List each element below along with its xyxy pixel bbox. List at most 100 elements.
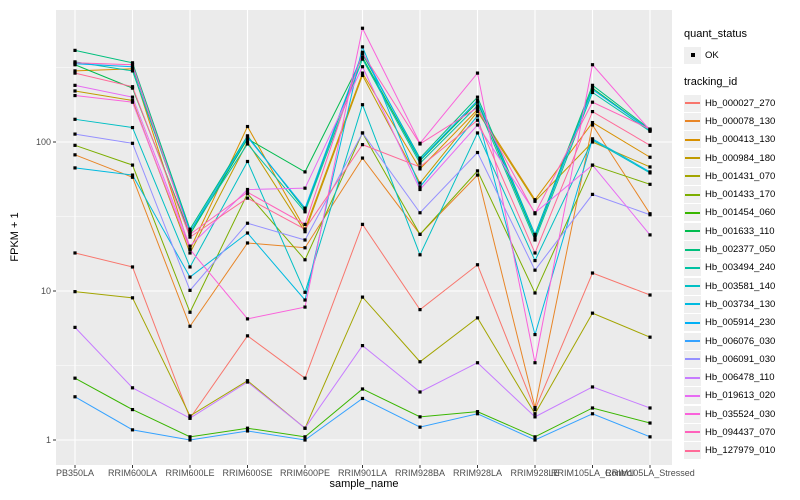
data-point — [648, 170, 652, 174]
data-point — [360, 396, 365, 401]
data-point — [590, 63, 595, 67]
data-point — [188, 310, 192, 314]
data-point — [130, 175, 135, 179]
data-point — [590, 137, 595, 141]
line-key-icon — [684, 241, 701, 259]
legend-item-Hb_003734_130: Hb_003734_130 — [684, 295, 798, 313]
data-point — [418, 232, 422, 236]
data-point — [73, 117, 77, 121]
legend-item-label: Hb_127979_010 — [705, 445, 776, 457]
data-point — [533, 438, 537, 442]
line-key-icon — [684, 405, 701, 423]
data-point — [418, 161, 422, 165]
legend-item-label: Hb_019613_020 — [705, 390, 776, 402]
data-point — [475, 131, 480, 135]
data-point — [73, 48, 77, 52]
data-point — [188, 414, 192, 418]
key-line-glyph — [685, 138, 700, 141]
data-point — [475, 104, 480, 108]
data-point — [303, 298, 307, 302]
data-point — [418, 181, 422, 185]
x-tick-label: RRIM600SE — [222, 468, 273, 478]
key-line-glyph — [685, 102, 700, 105]
data-point — [360, 65, 365, 69]
data-point — [418, 360, 422, 364]
data-point — [533, 235, 537, 239]
key-line-glyph — [685, 413, 700, 416]
data-point — [648, 182, 652, 186]
data-point — [188, 435, 192, 439]
legend-item-label: Hb_035524_030 — [705, 408, 776, 420]
legend-item-Hb_001431_070: Hb_001431_070 — [684, 167, 798, 185]
legend-item-label: Hb_006091_030 — [705, 353, 776, 365]
line-key-icon — [684, 350, 701, 368]
data-point — [533, 251, 537, 255]
data-point — [188, 251, 192, 255]
data-point — [533, 412, 537, 416]
line-key-icon — [684, 186, 701, 204]
legend-item-Hb_005914_230: Hb_005914_230 — [684, 314, 798, 332]
legend-item-label: Hb_000413_130 — [705, 134, 776, 146]
data-point — [188, 230, 192, 234]
data-point — [188, 275, 192, 279]
data-point — [360, 143, 365, 147]
data-point — [418, 390, 422, 394]
data-point — [475, 263, 480, 267]
data-point — [73, 153, 77, 157]
data-point — [73, 93, 77, 98]
data-point — [360, 51, 365, 55]
data-point — [475, 150, 480, 155]
x-tick-label: RRIM928LA — [452, 468, 503, 478]
key-line-glyph — [685, 211, 700, 214]
legend-item-Hb_000984_180: Hb_000984_180 — [684, 149, 798, 167]
legend-item-label: Hb_003734_130 — [705, 298, 776, 310]
data-point — [475, 173, 480, 177]
key-line-glyph — [685, 358, 700, 361]
data-point — [533, 291, 537, 295]
line-key-icon — [684, 149, 701, 167]
key-line-glyph — [685, 285, 700, 288]
data-point — [533, 361, 537, 365]
x-axis-title: sample_name — [329, 478, 399, 490]
data-point — [303, 170, 307, 174]
data-point — [130, 63, 135, 67]
data-point — [360, 71, 365, 75]
data-point — [475, 71, 480, 75]
data-point — [73, 290, 77, 294]
data-point — [590, 109, 595, 114]
line-key-icon — [684, 423, 701, 441]
key-line-glyph — [685, 120, 700, 123]
legend-item-label: Hb_002377_050 — [705, 244, 776, 256]
data-point — [188, 244, 192, 248]
data-point — [533, 332, 537, 337]
data-point — [188, 324, 192, 328]
data-point — [475, 114, 480, 118]
data-point — [130, 407, 135, 412]
y-tick-label: 10 — [40, 286, 51, 296]
data-point — [475, 98, 480, 103]
key-line-glyph — [685, 449, 700, 452]
legend-item-label: Hb_001433_170 — [705, 189, 776, 201]
data-point — [303, 426, 307, 430]
data-point — [245, 124, 250, 129]
data-point — [130, 98, 135, 103]
x-tick-label: RRIM105LA_Control — [550, 468, 635, 478]
legend-item-label: Hb_003581_140 — [705, 280, 776, 292]
key-line-glyph — [685, 303, 700, 306]
key-line-glyph — [685, 340, 700, 342]
data-point — [418, 156, 422, 160]
data-point — [533, 268, 537, 272]
data-point — [475, 107, 480, 112]
data-point — [360, 26, 365, 30]
data-point — [533, 238, 537, 242]
legend-item-Hb_003494_240: Hb_003494_240 — [684, 259, 798, 277]
y-axis-title: FPKM + 1 — [9, 212, 21, 262]
legend-title-tracking-id: tracking_id — [684, 76, 738, 88]
legend-item-Hb_001633_110: Hb_001633_110 — [684, 222, 798, 240]
legend-item-Hb_006091_030: Hb_006091_030 — [684, 350, 798, 368]
legend-item-label: Hb_001633_110 — [705, 225, 775, 237]
data-point — [418, 158, 422, 162]
data-point — [130, 141, 135, 145]
line-key-icon — [684, 222, 701, 240]
data-point — [73, 71, 77, 75]
